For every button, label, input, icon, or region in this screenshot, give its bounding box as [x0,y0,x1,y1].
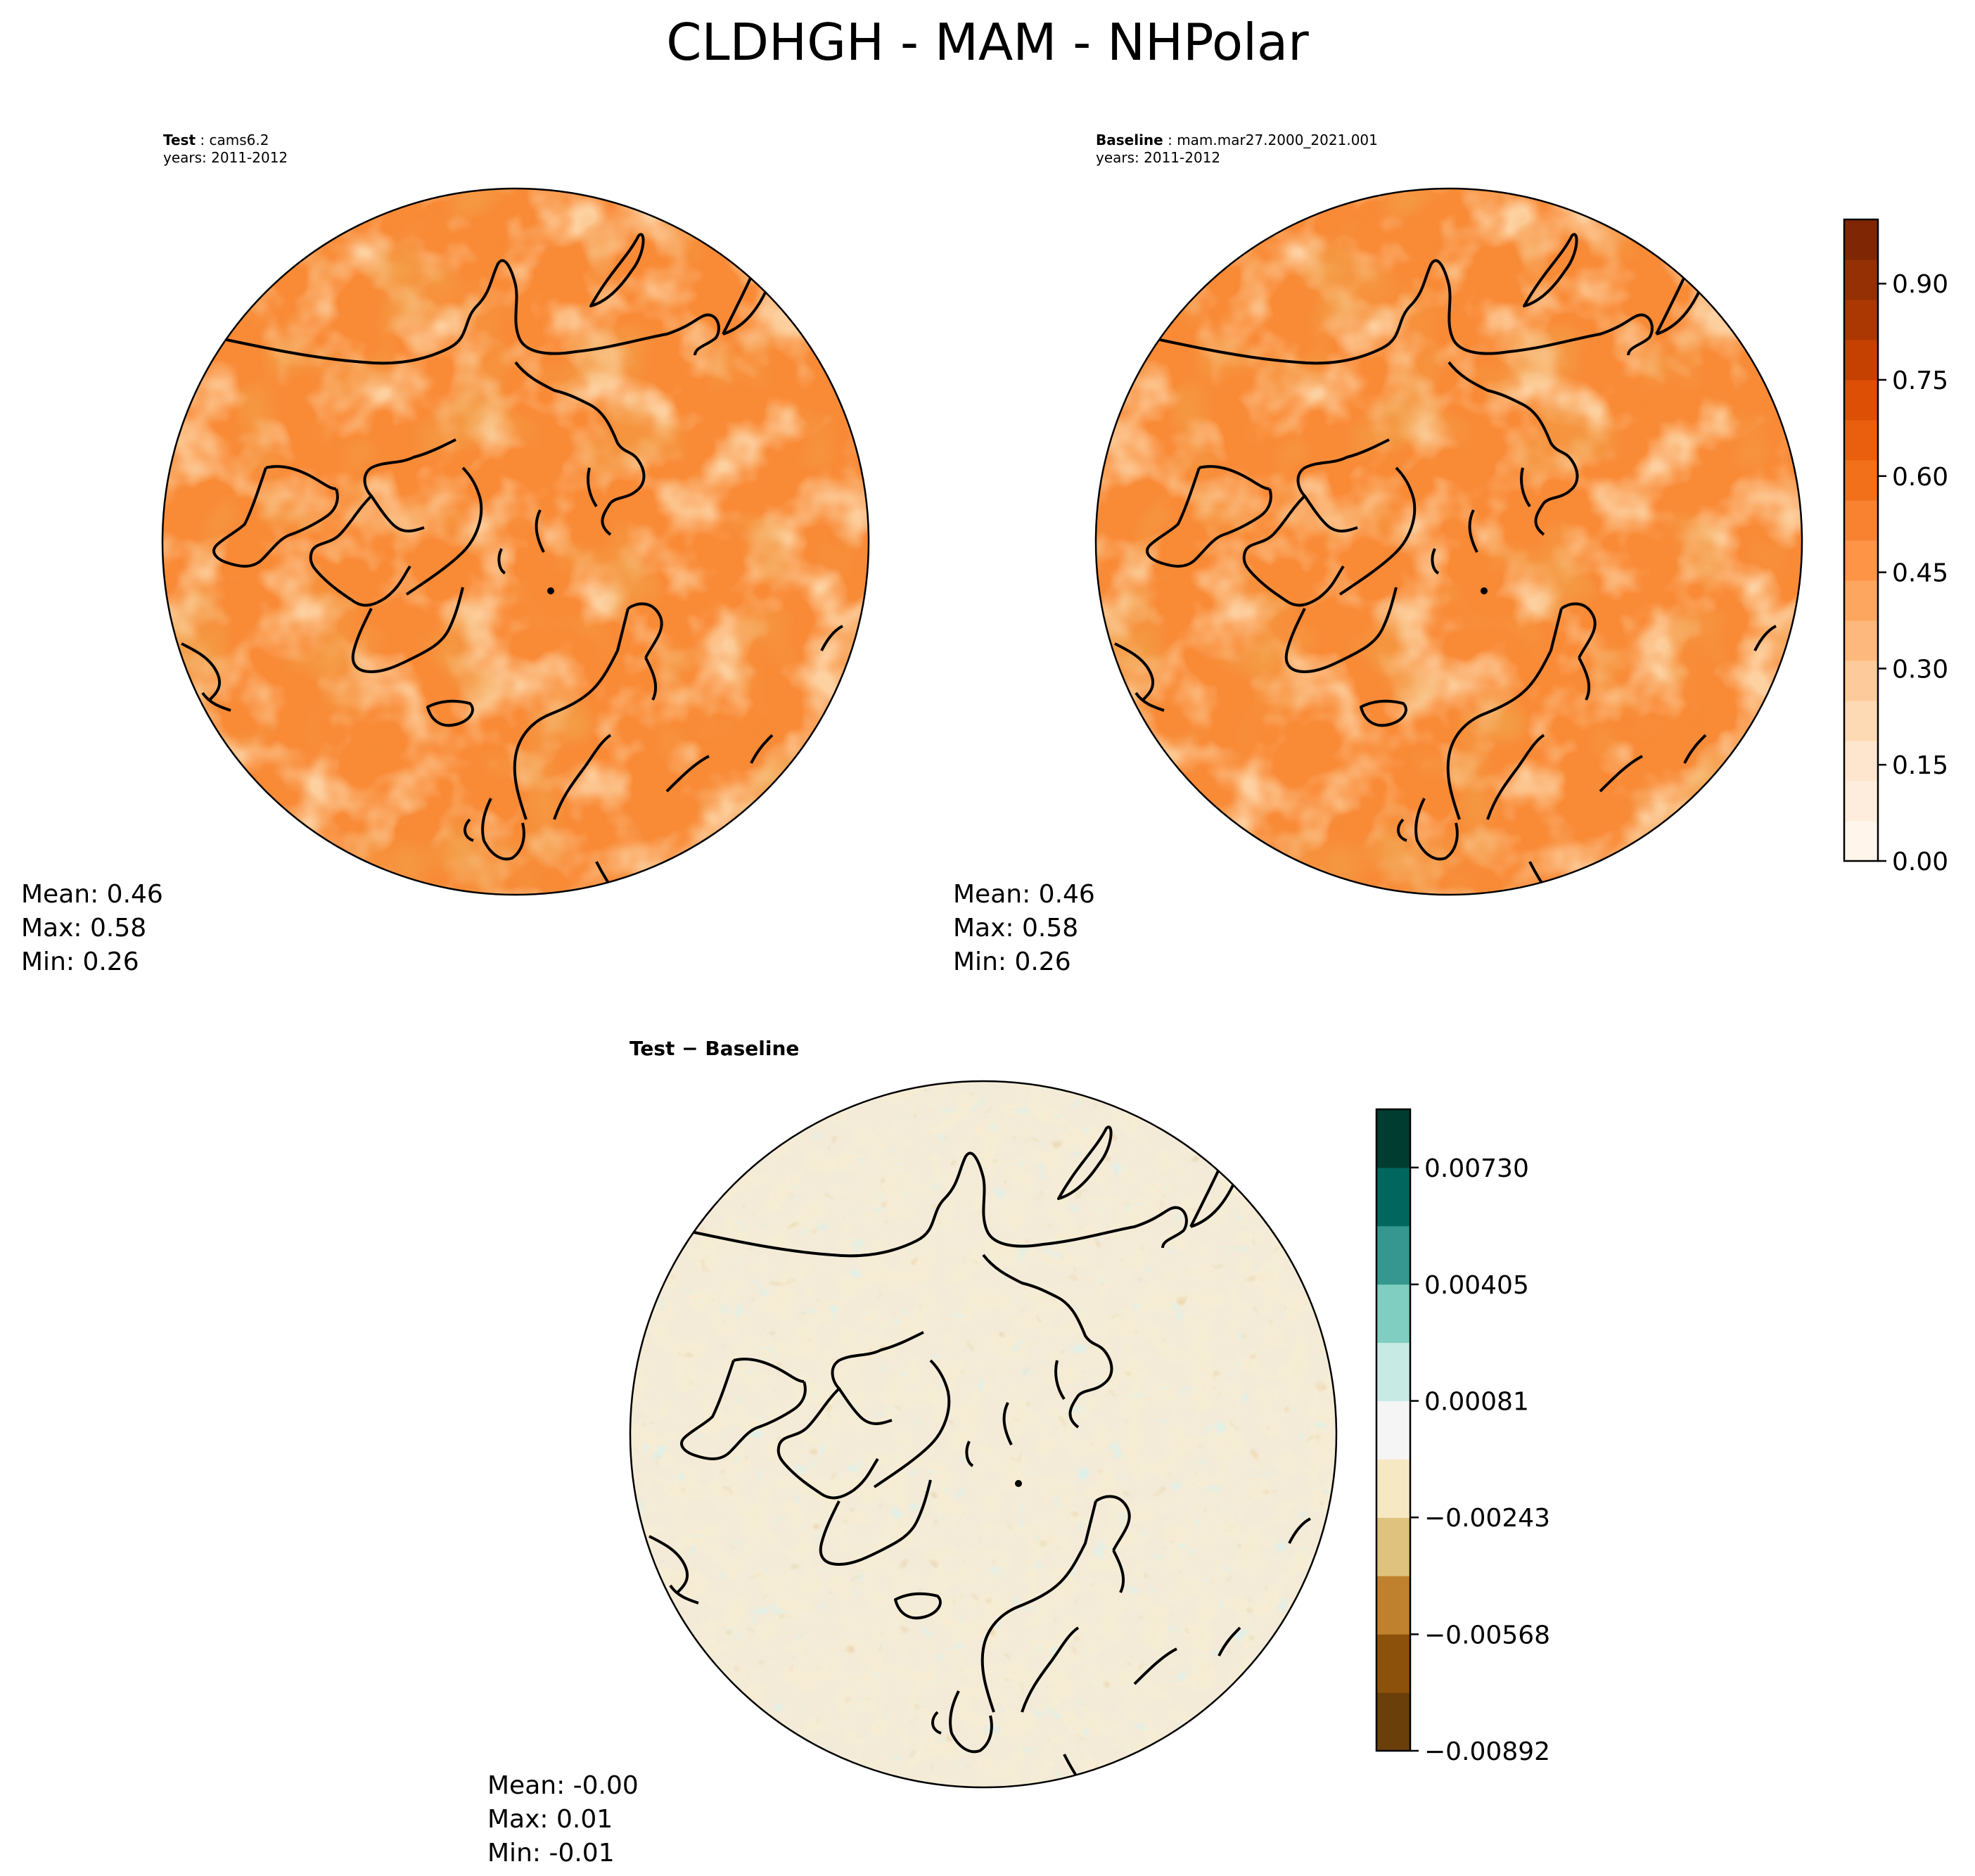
diff-colorbar-swatch [1376,1167,1410,1227]
baseline-subtitle: Baseline : mam.mar27.2000_2021.001 years… [1096,132,1378,166]
main-colorbar-ticks: 0.00 0.15 0.30 0.45 0.60 0.75 0.90 [1878,270,1948,876]
diff-colorbar-tick-label: −0.00568 [1424,1621,1550,1650]
diff-min: Min: -0.01 [487,1839,615,1868]
main-colorbar-swatch [1844,500,1878,541]
diff-colorbar-swatch [1376,1459,1410,1518]
test-label: Test [163,132,196,148]
diff-colorbar-swatch [1376,1400,1410,1460]
baseline-stats: Mean: 0.46 Max: 0.58 Min: 0.26 [953,878,1095,979]
diff-colorbar-tick-label: −0.00243 [1424,1504,1550,1533]
test-min: Min: 0.26 [21,947,139,976]
main-colorbar-swatch [1844,340,1878,381]
diff-map-border [629,1080,1338,1789]
diff-max: Max: 0.01 [487,1805,613,1834]
baseline-mean: Mean: 0.46 [953,880,1095,909]
baseline-label: Baseline [1096,132,1163,148]
main-colorbar-tick-label: 0.30 [1892,655,1948,684]
diff-colorbar-swatch [1376,1576,1410,1635]
main-colorbar-tick-label: 0.90 [1892,270,1948,299]
main-colorbar-tick-label: 0.15 [1892,751,1948,780]
main-colorbar-swatch [1844,420,1878,461]
diff-colorbar-swatch [1376,1517,1410,1576]
test-map [161,187,870,896]
main-colorbar: 0.00 0.15 0.30 0.45 0.60 0.75 0.90 [1843,218,1948,876]
diff-colorbar-frame [1375,1108,1412,1752]
diff-map [629,1080,1338,1789]
baseline-map-border [1094,187,1803,896]
diff-colorbar-swatches [1376,1109,1410,1751]
main-colorbar-tick-label: 0.75 [1892,366,1948,395]
diff-colorbar-ticks: −0.00892 −0.00568 −0.00243 0.00081 0.00405 0.… [1410,1154,1550,1766]
baseline-case-name: mam.mar27.2000_2021.001 [1177,132,1378,148]
figure-title: CLDHGH - MAM - NHPolar [666,13,1309,72]
test-map-border [161,187,870,896]
baseline-years: years: 2011-2012 [1096,149,1221,166]
main-colorbar-tick-label: 0.60 [1892,463,1948,492]
baseline-max: Max: 0.58 [953,914,1079,943]
main-colorbar-swatch [1844,620,1878,661]
baseline-min: Min: 0.26 [953,947,1071,976]
diff-colorbar-tick-label: 0.00081 [1424,1388,1529,1417]
diff-colorbar-swatch [1376,1692,1410,1751]
main-colorbar-tick-label: 0.45 [1892,559,1948,588]
test-stats: Mean: 0.46 Max: 0.58 Min: 0.26 [21,878,163,979]
diff-colorbar-swatch [1376,1284,1410,1344]
main-colorbar-swatch [1844,300,1878,340]
main-colorbar-tick-label: 0.00 [1892,848,1948,876]
diff-stats: Mean: -0.00 Max: 0.01 Min: -0.01 [487,1769,639,1870]
test-case-name: cams6.2 [209,132,269,148]
main-colorbar-swatch [1844,781,1878,822]
main-colorbar-swatch [1844,219,1878,260]
test-mean: Mean: 0.46 [21,880,163,909]
diff-colorbar-swatch [1376,1225,1410,1285]
main-colorbar-swatch [1844,540,1878,581]
main-colorbar-swatch [1844,260,1878,300]
diff-colorbar-swatch [1376,1342,1410,1402]
diff-colorbar-swatch [1376,1634,1410,1693]
test-subtitle: Test : cams6.2 years: 2011-2012 [163,132,288,166]
main-colorbar-swatch [1844,821,1878,862]
main-colorbar-swatch [1844,580,1878,621]
diff-colorbar-tick-label: 0.00405 [1424,1271,1529,1300]
baseline-map [1094,187,1803,896]
main-colorbar-frame [1843,218,1879,862]
diff-subtitle: Test − Baseline [629,1037,800,1060]
diff-colorbar-tick-label: −0.00892 [1424,1737,1550,1766]
main-colorbar-swatch [1844,701,1878,741]
diff-colorbar-swatch [1376,1109,1410,1168]
main-colorbar-swatch [1844,661,1878,701]
diff-colorbar-tick-label: 0.00730 [1424,1154,1529,1183]
main-colorbar-swatch [1844,380,1878,421]
main-colorbar-swatch [1844,460,1878,501]
test-max: Max: 0.58 [21,914,147,943]
main-colorbar-swatches [1844,219,1878,862]
diff-mean: Mean: -0.00 [487,1771,639,1800]
test-years: years: 2011-2012 [163,149,288,166]
diff-colorbar: −0.00892 −0.00568 −0.00243 0.00081 0.00405 0.… [1375,1108,1550,1766]
main-colorbar-swatch [1844,741,1878,781]
